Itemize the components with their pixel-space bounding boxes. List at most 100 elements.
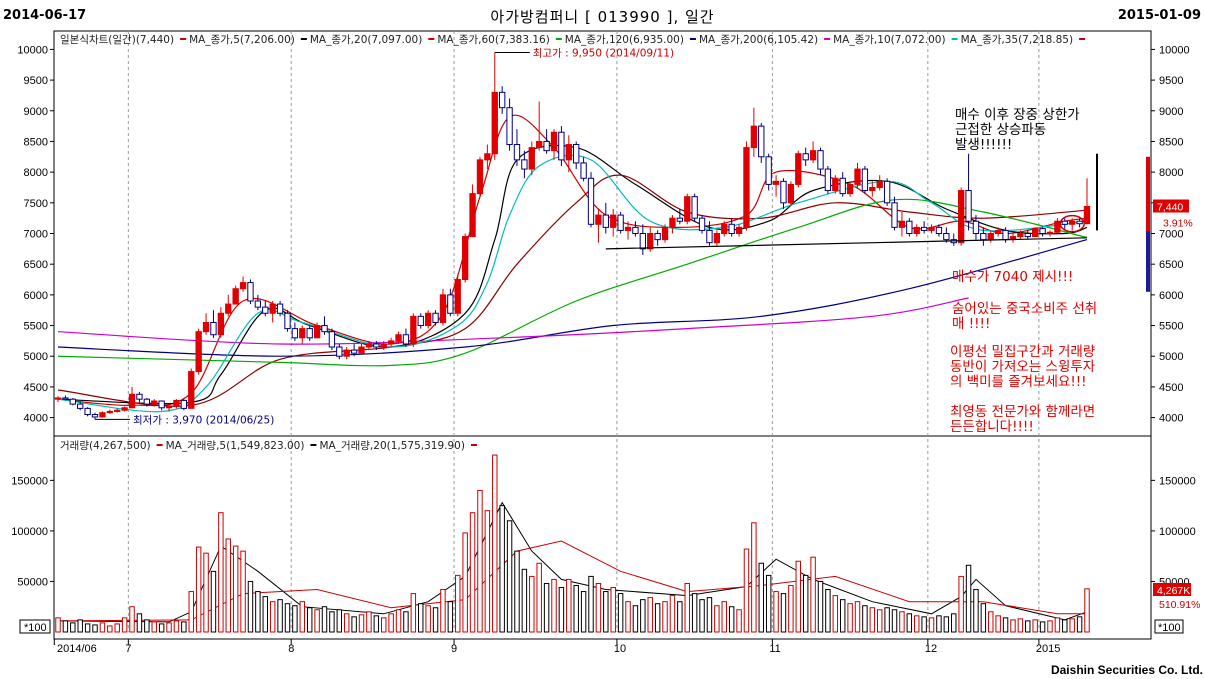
candle-body	[69, 398, 76, 405]
volume-bar	[1032, 619, 1038, 633]
volume-bar	[988, 611, 994, 633]
volume-bar	[358, 614, 365, 633]
candle-body	[617, 214, 624, 231]
last-price-box	[1153, 199, 1189, 213]
volume-bar	[751, 522, 757, 633]
candle-body	[543, 140, 550, 152]
price-tick-label-right: 6500	[1159, 259, 1183, 271]
candle-body	[972, 220, 980, 235]
candle-body	[906, 220, 913, 235]
comment-4-line-2: 동반이 가져오는 스윙투자	[950, 359, 1096, 375]
candle-body	[91, 414, 99, 418]
candle-body	[417, 315, 424, 327]
footer-brand: Daishin Securities Co. Ltd.	[1050, 663, 1203, 677]
candle-body	[454, 279, 461, 314]
candle-body	[151, 400, 158, 405]
volume-bar	[136, 613, 143, 633]
volume-bar	[921, 616, 927, 633]
volume-bar	[928, 617, 935, 633]
candle-body	[624, 226, 632, 231]
legends: 일본식차트(일간)(7,440) MA_종가,5(7,206.00) MA_종가,2…	[60, 33, 1086, 452]
volume-bar	[558, 587, 565, 633]
candle-body	[861, 168, 869, 192]
candle-body	[1076, 220, 1083, 225]
volume-bar	[181, 621, 187, 633]
volume-bar	[1069, 618, 1075, 633]
price-tick-label-right: 8000	[1159, 167, 1183, 179]
volume-bar	[218, 512, 224, 633]
last-volume-box	[1153, 583, 1191, 596]
candle-body	[291, 328, 299, 339]
candle-body	[839, 177, 846, 195]
volume-bar	[943, 616, 950, 633]
volume-bar	[1017, 618, 1024, 633]
volume-bar	[388, 613, 394, 633]
comment-4-line-1: 이평선 밀집구간과 거래량	[950, 344, 1096, 360]
volume-bar	[995, 615, 1001, 633]
candle-body	[928, 226, 935, 231]
candle-body	[513, 144, 521, 161]
candle-body	[521, 159, 528, 170]
volume-bar	[529, 575, 535, 633]
volume-bar	[410, 593, 417, 633]
start-date: 2014-06-17	[3, 8, 87, 23]
candle-body	[276, 303, 284, 314]
candle-body	[898, 220, 906, 228]
candle-body	[54, 397, 62, 400]
candle-body	[957, 190, 965, 244]
candle-body	[639, 233, 646, 250]
x-tick-label: 8	[288, 643, 294, 655]
comment-box-5: 최영동 전문가와 함께라면 든든합니다!!!!	[950, 405, 1095, 435]
volume-bar	[876, 609, 883, 633]
candle-body	[846, 183, 854, 195]
price-legend-label: MA_종가,200(6,105.42)	[699, 34, 818, 46]
candle-body	[587, 177, 595, 225]
candle-body	[706, 229, 713, 244]
volume-bar	[195, 546, 202, 633]
volume-bar	[699, 599, 705, 633]
x-tick-label: 10	[614, 643, 626, 655]
price-panel-frame	[53, 30, 1152, 437]
candle-body	[595, 214, 602, 225]
volume-tick-label-left: 100000	[11, 526, 48, 538]
volume-bar	[99, 622, 106, 633]
price-legend-label: MA_종가,20(7,097.00)	[310, 34, 422, 46]
volume-tick-label-right: 150000	[1159, 475, 1196, 487]
comment-5-line-2: 든든합니다!!!!	[950, 419, 1034, 435]
volume-bar	[62, 620, 69, 633]
volume-bar	[536, 562, 542, 633]
volume-bar	[854, 601, 861, 633]
candle-body	[832, 177, 839, 192]
volume-bar	[144, 619, 150, 633]
price-legend-label: MA_종가,60(7,383.16)	[437, 34, 549, 46]
candle-body	[380, 343, 387, 348]
price-tick-label-right: 5000	[1159, 351, 1183, 363]
volume-bar	[70, 622, 76, 633]
end-date: 2015-01-09	[1117, 8, 1201, 23]
price-tick-label-right: 4000	[1159, 413, 1183, 425]
candle-body	[365, 343, 373, 348]
candle-body	[469, 193, 476, 238]
candle-body	[817, 150, 824, 170]
volume-bar	[373, 615, 380, 633]
volume-bar	[862, 605, 868, 633]
volume-bar	[321, 606, 328, 633]
volume-bar	[484, 510, 491, 633]
candle-body	[180, 399, 188, 409]
price-tick-label-right: 5500	[1159, 321, 1183, 333]
support-trendline	[605, 237, 1088, 250]
candle-body	[980, 233, 987, 241]
volume-bar	[77, 619, 83, 633]
volume-bar	[743, 548, 750, 633]
volume-bar	[958, 575, 964, 633]
candle-body	[698, 217, 706, 231]
volume-bar	[240, 550, 246, 633]
price-tick-label-right: 7000	[1159, 229, 1183, 241]
candle-body	[136, 393, 143, 400]
volume-bar	[499, 505, 505, 633]
volume-bar	[425, 605, 431, 633]
candle-body	[210, 321, 217, 336]
candle-body	[573, 144, 580, 164]
candle-body	[254, 300, 262, 308]
